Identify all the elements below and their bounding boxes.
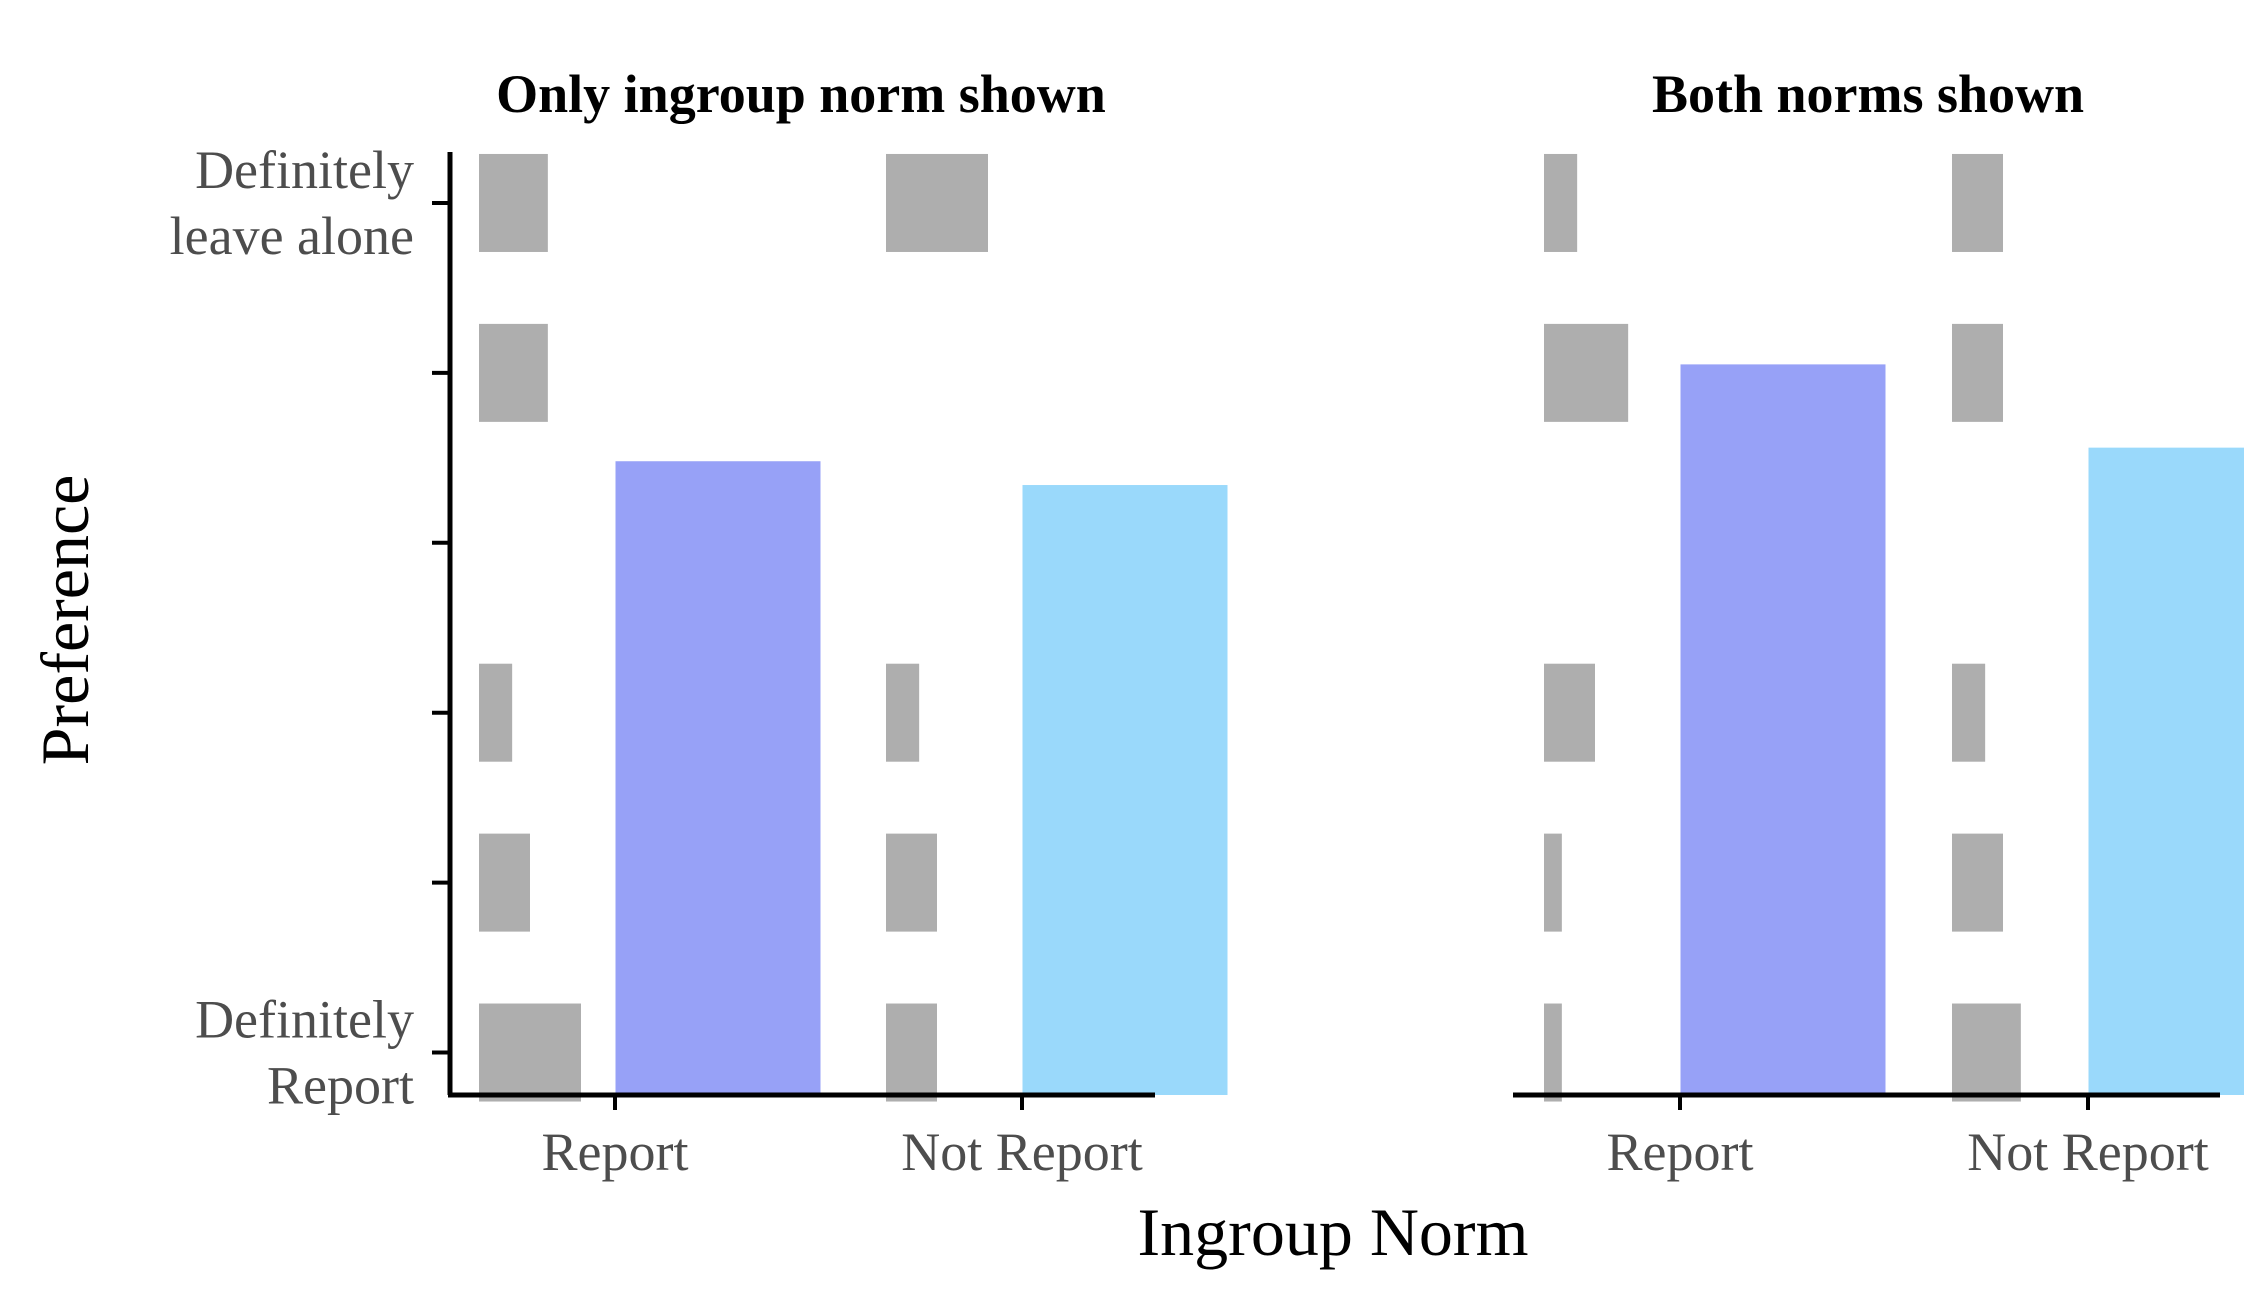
x-tick-label: Report (542, 1122, 689, 1182)
distribution-band-not-report-2 (1952, 833, 2003, 932)
distribution-band-not-report-6 (1952, 153, 2003, 252)
y-tick-label: Definitely Report (195, 990, 414, 1116)
distribution-band-not-report-1 (1952, 1003, 2021, 1102)
y-axis-title: Preference (27, 475, 103, 766)
distribution-band-report-6 (479, 153, 548, 252)
mean-bars-layer (615, 364, 2244, 1095)
axes-layer (432, 152, 2220, 1110)
distribution-band-report-5 (1544, 323, 1629, 422)
distribution-layer (479, 153, 2021, 1102)
mean-bar-report (1680, 364, 1886, 1095)
distribution-band-not-report-2 (886, 833, 937, 932)
x-axis-title: Ingroup Norm (1138, 1194, 1529, 1270)
distribution-band-report-5 (479, 323, 548, 422)
y-tick-label: Definitely leave alone (170, 140, 414, 266)
mean-bar-report (615, 461, 821, 1095)
mean-bar-not-report (1022, 485, 1228, 1095)
distribution-band-report-3 (1544, 663, 1595, 762)
distribution-band-report-3 (479, 663, 513, 762)
distribution-band-not-report-3 (1952, 663, 1986, 762)
distribution-band-report-2 (1544, 833, 1562, 932)
distribution-band-not-report-1 (886, 1003, 937, 1102)
x-tick-label: Report (1607, 1122, 1754, 1182)
distribution-band-report-6 (1544, 153, 1578, 252)
distribution-band-not-report-3 (886, 663, 920, 762)
distribution-band-report-2 (479, 833, 530, 932)
distribution-band-not-report-6 (886, 153, 988, 252)
panel-title: Both norms shown (1652, 64, 2084, 124)
panel-title: Only ingroup norm shown (496, 64, 1106, 124)
distribution-band-report-1 (1544, 1003, 1562, 1102)
mean-bar-not-report (2088, 447, 2244, 1095)
labels-layer: Only ingroup norm shown Report Not Report B… (170, 64, 2209, 1182)
distribution-band-not-report-5 (1952, 323, 2003, 422)
x-tick-label: Not Report (1967, 1122, 2208, 1182)
distribution-band-report-1 (479, 1003, 581, 1102)
x-tick-label: Not Report (901, 1122, 1142, 1182)
